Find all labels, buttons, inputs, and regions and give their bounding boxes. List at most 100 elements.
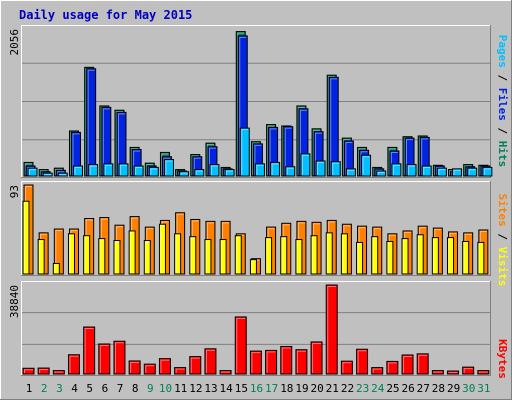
bar-pages-day-15 [239, 127, 250, 177]
day-label-5: 5 [86, 382, 93, 395]
day-label-14: 14 [220, 382, 234, 395]
day-label-1: 1 [26, 382, 33, 395]
bar-pages-day-28 [436, 167, 447, 177]
side-label-hits-files-pages-part: Files [496, 88, 509, 121]
bar-sites-day-10 [158, 223, 166, 275]
bar-kbytes-day-16 [249, 350, 262, 375]
bar-pages-day-12 [194, 169, 205, 177]
bar-sites-day-27 [416, 234, 424, 275]
day-label-2: 2 [41, 382, 48, 395]
side-label-hits-files-pages-part: / [496, 121, 509, 141]
day-label-30: 30 [462, 382, 475, 395]
day-label-18: 18 [280, 382, 293, 395]
day-label-9: 9 [147, 382, 154, 395]
bar-kbytes-day-2 [37, 367, 50, 375]
ymax-label-hits-files-pages: 2056 [8, 29, 21, 56]
bar-pages-day-18 [285, 166, 296, 177]
day-label-8: 8 [132, 382, 139, 395]
bar-sites-day-18 [280, 236, 288, 275]
bar-sites-day-15 [234, 235, 242, 275]
bar-pages-day-22 [345, 168, 356, 177]
bar-kbytes-day-30 [462, 366, 475, 375]
day-label-27: 27 [417, 382, 430, 395]
day-label-15: 15 [235, 382, 248, 395]
bar-kbytes-day-11 [174, 367, 187, 375]
bar-kbytes-day-26 [401, 354, 414, 375]
bar-kbytes-day-24 [371, 367, 384, 375]
bar-kbytes-day-7 [113, 340, 126, 375]
side-label-visits-sites: Sites / Visits [496, 194, 509, 287]
day-label-6: 6 [102, 382, 109, 395]
bar-sites-day-13 [204, 239, 212, 275]
day-label-31: 31 [477, 382, 490, 395]
bar-sites-day-6 [98, 238, 106, 275]
bar-kbytes-day-4 [67, 354, 80, 375]
bar-pages-day-19 [300, 153, 311, 177]
bar-pages-day-10 [163, 159, 174, 177]
bar-pages-day-29 [452, 168, 463, 177]
side-label-hits-files-pages-part: Pages [496, 35, 509, 68]
bar-sites-day-24 [371, 236, 379, 275]
panel-kbytes: 38840 [8, 281, 491, 376]
bar-sites-day-25 [386, 240, 394, 275]
bar-kbytes-day-19 [295, 349, 308, 375]
bar-pages-day-5 [88, 164, 99, 177]
bar-sites-day-21 [325, 232, 333, 275]
bar-kbytes-day-17 [265, 349, 278, 375]
bar-sites-day-16 [249, 259, 257, 275]
bar-sites-day-2 [37, 239, 45, 275]
bar-kbytes-day-10 [158, 358, 171, 375]
bar-kbytes-day-20 [310, 341, 323, 375]
bar-kbytes-day-18 [280, 346, 293, 375]
bar-sites-day-30 [462, 240, 470, 275]
day-label-10: 10 [159, 382, 172, 395]
bar-sites-day-26 [401, 238, 409, 275]
bar-pages-day-25 [391, 163, 402, 177]
side-label-visits-sites-part: Visits [496, 247, 509, 287]
bar-kbytes-day-1 [22, 367, 35, 375]
day-label-3: 3 [56, 382, 63, 395]
bar-kbytes-day-5 [83, 326, 96, 375]
bar-pages-day-9 [148, 166, 159, 177]
bar-pages-day-31 [482, 166, 493, 177]
bar-pages-day-30 [467, 167, 478, 177]
bar-pages-day-14 [224, 169, 235, 177]
bar-kbytes-day-22 [340, 360, 353, 375]
bar-sites-day-4 [67, 233, 75, 275]
bar-pages-day-4 [72, 165, 83, 177]
bar-sites-day-1 [22, 200, 30, 275]
day-label-7: 7 [117, 382, 124, 395]
day-label-20: 20 [311, 382, 324, 395]
day-label-28: 28 [432, 382, 445, 395]
side-label-visits-sites-part: Sites [496, 194, 509, 227]
day-label-21: 21 [326, 382, 339, 395]
bar-pages-day-23 [361, 154, 372, 177]
bar-pages-day-13 [209, 164, 220, 177]
bar-pages-day-11 [179, 171, 190, 177]
bar-kbytes-day-21 [325, 284, 338, 375]
ymax-label-kbytes: 38840 [8, 285, 21, 318]
bar-pages-day-26 [406, 164, 417, 177]
bar-sites-day-28 [431, 237, 439, 275]
bar-pages-day-7 [118, 163, 129, 177]
panel-visits-sites: 93 [8, 181, 491, 276]
day-label-13: 13 [204, 382, 217, 395]
bar-sites-day-3 [52, 262, 60, 275]
bar-kbytes-day-23 [356, 348, 369, 375]
day-label-17: 17 [265, 382, 278, 395]
bar-sites-day-5 [83, 235, 91, 275]
panel-hits-files-pages: 2056 [8, 25, 493, 178]
bar-pages-day-17 [270, 161, 281, 177]
bar-sites-day-8 [128, 230, 136, 275]
bar-sites-day-23 [356, 241, 364, 275]
bar-sites-day-9 [143, 240, 151, 275]
chart-title: Daily usage for May 2015 [19, 8, 192, 22]
side-label-hits-files-pages-part: Hits [496, 141, 509, 168]
day-label-26: 26 [401, 382, 414, 395]
day-label-23: 23 [356, 382, 369, 395]
bar-sites-day-22 [340, 233, 348, 275]
side-label-hits-files-pages-part: / [496, 68, 509, 88]
day-label-25: 25 [386, 382, 399, 395]
